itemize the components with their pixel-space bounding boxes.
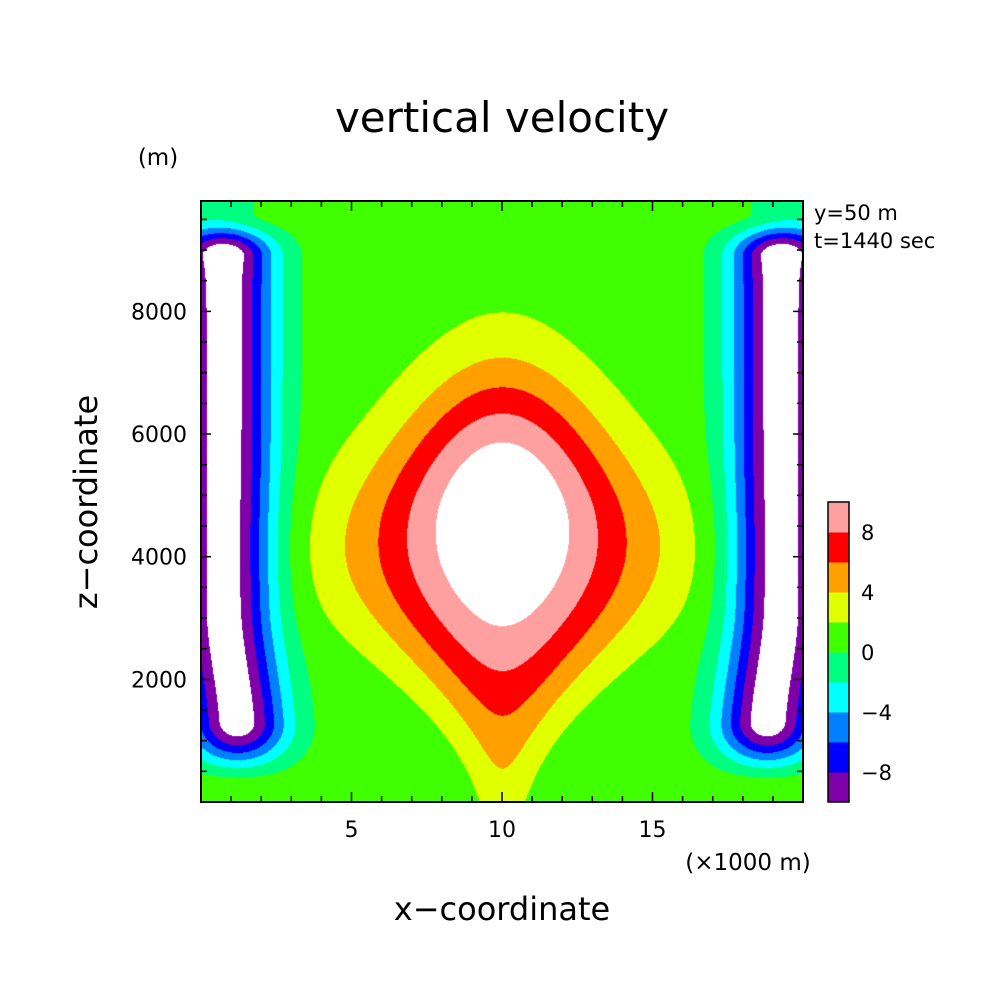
colorbar-swatch xyxy=(828,562,849,593)
y-unit-label: (m) xyxy=(138,145,178,171)
y-tick-label: 6000 xyxy=(131,423,187,448)
colorbar-swatch xyxy=(828,502,849,533)
x-tick-label: 5 xyxy=(345,818,359,843)
colorbar-label: −8 xyxy=(861,761,892,785)
colorbar-swatch xyxy=(828,712,849,743)
colorbar-frame xyxy=(827,501,850,803)
colorbar-swatch xyxy=(828,652,849,683)
colorbar-label: 8 xyxy=(861,521,874,545)
colorbar-swatch xyxy=(828,742,849,773)
contour-field xyxy=(201,201,804,802)
info-line-1: y=50 m xyxy=(814,201,898,225)
colorbar: 8 4 0 −4 −8 xyxy=(827,501,892,803)
colorbar-swatch xyxy=(828,532,849,563)
axis-tick-labels: 5 10 15 2000 4000 6000 8000 xyxy=(131,300,667,843)
colorbar-swatch xyxy=(828,592,849,623)
y-tick-label: 2000 xyxy=(131,668,187,693)
colorbar-swatch xyxy=(828,772,849,803)
y-tick-label: 8000 xyxy=(131,300,187,325)
colorbar-swatch xyxy=(828,682,849,713)
x-tick-label: 10 xyxy=(488,818,516,843)
colorbar-label: 4 xyxy=(861,581,874,605)
x-tick-label: 15 xyxy=(639,818,667,843)
chart-title: vertical velocity xyxy=(335,93,669,142)
axis-ticks xyxy=(201,201,803,802)
y-axis-label: z−coordinate xyxy=(67,395,105,609)
colorbar-swatch xyxy=(828,622,849,653)
x-unit-label: (×1000 m) xyxy=(685,850,810,876)
info-line-2: t=1440 sec xyxy=(814,229,935,253)
colorbar-label: 0 xyxy=(861,641,874,665)
y-tick-label: 4000 xyxy=(131,546,187,571)
colorbar-label: −4 xyxy=(861,701,892,725)
x-axis-label: x−coordinate xyxy=(394,890,610,928)
plot-area xyxy=(200,200,804,803)
